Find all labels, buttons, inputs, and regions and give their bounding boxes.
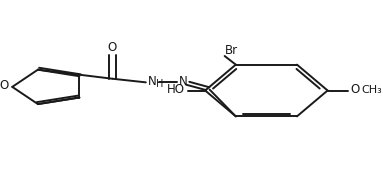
Text: CH₃: CH₃ xyxy=(361,85,382,95)
Text: N: N xyxy=(148,75,157,88)
Text: N: N xyxy=(179,75,188,88)
Text: O: O xyxy=(108,41,117,54)
Text: HO: HO xyxy=(167,83,185,96)
Text: O: O xyxy=(351,83,360,96)
Text: Br: Br xyxy=(225,45,238,57)
Text: H: H xyxy=(156,79,164,89)
Text: O: O xyxy=(0,79,9,92)
